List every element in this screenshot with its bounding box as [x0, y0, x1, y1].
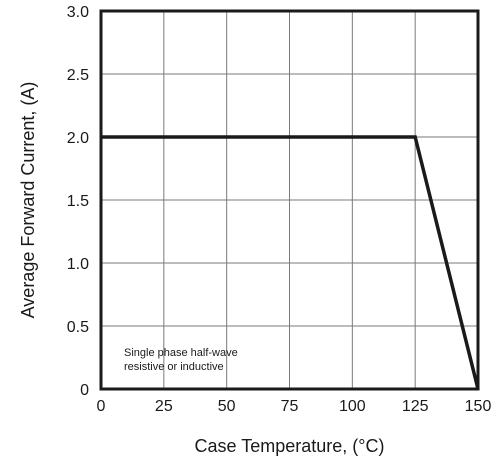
y-tick-label: 0 — [80, 382, 89, 399]
y-tick-label: 3.0 — [67, 4, 89, 21]
x-tick-label: 125 — [402, 398, 429, 415]
annotation-line-2: resistive or inductive — [124, 361, 224, 373]
y-tick-labels: 0 0.5 1.0 1.5 2.0 2.5 3.0 — [67, 4, 89, 399]
series-layer — [101, 135, 480, 390]
grid-layer — [101, 11, 478, 389]
x-tick-label: 25 — [155, 398, 173, 415]
series-line — [101, 135, 480, 390]
x-tick-label: 100 — [339, 398, 366, 415]
y-tick-label: 2.5 — [67, 67, 89, 84]
y-tick-label: 0.5 — [67, 319, 89, 336]
y-tick-label: 1.0 — [67, 256, 89, 273]
plot-frame — [99, 9, 480, 391]
x-tick-label: 0 — [97, 398, 106, 415]
x-axis-title: Case Temperature, (°C) — [195, 436, 385, 456]
x-tick-label: 150 — [465, 398, 492, 415]
y-tick-label: 2.0 — [67, 130, 89, 147]
y-tick-label: 1.5 — [67, 193, 89, 210]
y-axis-title: Average Forward Current, (A) — [18, 82, 38, 319]
x-tick-label: 75 — [281, 398, 299, 415]
x-tick-label: 50 — [218, 398, 236, 415]
x-tick-labels: 0 25 50 75 100 125 150 — [97, 398, 492, 415]
annotation-line-1: Single phase half-wave — [124, 347, 238, 359]
